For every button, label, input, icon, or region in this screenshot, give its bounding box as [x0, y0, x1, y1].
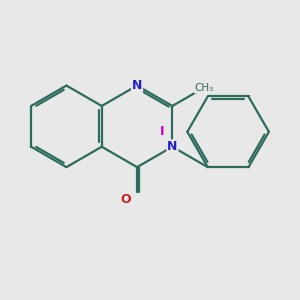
- Text: I: I: [160, 125, 165, 138]
- Text: N: N: [167, 140, 178, 153]
- Text: N: N: [132, 79, 142, 92]
- Text: CH₃: CH₃: [195, 82, 214, 93]
- Text: O: O: [120, 193, 130, 206]
